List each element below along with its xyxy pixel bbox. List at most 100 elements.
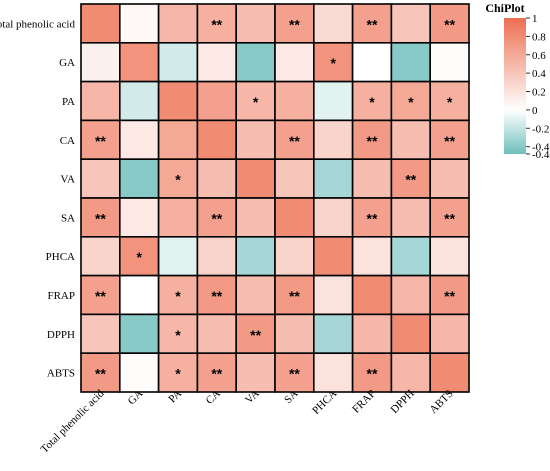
heatmap-cell bbox=[274, 80, 315, 122]
heatmap-cell bbox=[80, 3, 121, 44]
significance-marker: * bbox=[447, 94, 453, 110]
heatmap-cell bbox=[157, 274, 199, 316]
significance-marker: * bbox=[408, 94, 414, 110]
heatmap-cell bbox=[80, 274, 121, 316]
significance-marker: ** bbox=[95, 288, 106, 304]
heatmap-cell bbox=[157, 3, 199, 44]
heatmap-cell bbox=[312, 119, 354, 161]
heatmap-cell bbox=[80, 119, 121, 161]
heatmap-cell bbox=[235, 236, 276, 277]
heatmap-cell bbox=[429, 313, 470, 354]
heatmap-cell bbox=[351, 274, 393, 316]
heatmap-cell bbox=[235, 158, 276, 199]
significance-marker: ** bbox=[211, 210, 222, 226]
colorbar-gradient bbox=[504, 18, 526, 154]
heatmap-cell bbox=[390, 313, 431, 354]
row-label: Total phenolic acid bbox=[0, 18, 75, 30]
heatmap-cell bbox=[312, 274, 354, 316]
significance-marker: * bbox=[369, 94, 375, 110]
heatmap-cell bbox=[80, 80, 121, 122]
significance-marker: * bbox=[175, 327, 181, 343]
heatmap-cell bbox=[196, 41, 237, 83]
row-label: ABTS bbox=[47, 368, 75, 380]
significance-markers: ** ** ** **** * * *** ** ** *** **** ** ** ***** * ** **… bbox=[95, 16, 456, 381]
significance-marker: ** bbox=[444, 133, 455, 149]
heatmap-cell bbox=[351, 313, 393, 354]
heatmap-cell bbox=[390, 80, 431, 122]
colorbar: ChiPlot 1 0.8 0.6 0.4 0.2 0 -0.2 -0.4-0.48 bbox=[485, 1, 550, 161]
heatmap-cell bbox=[390, 41, 431, 83]
significance-marker: * bbox=[253, 94, 259, 110]
heatmap-cell bbox=[312, 3, 354, 44]
column-labels: Total phenolic acid GA PA CA VA SA PHCA FRAP DPP… bbox=[39, 387, 456, 455]
heatmap-cell bbox=[274, 41, 315, 83]
colorbar-title: ChiPlot bbox=[485, 1, 524, 15]
heatmap-cell bbox=[119, 3, 160, 44]
colorbar-tick-label: 0.6 bbox=[532, 50, 546, 62]
heatmap-cell bbox=[119, 236, 160, 277]
heatmap-cell bbox=[196, 236, 237, 277]
heatmap-cell bbox=[312, 158, 354, 199]
heatmap-cell bbox=[80, 352, 121, 393]
row-label: CA bbox=[60, 135, 75, 147]
heatmap-cell bbox=[390, 197, 431, 238]
heatmap-cell bbox=[235, 274, 276, 316]
heatmap-cell bbox=[80, 158, 121, 199]
heatmap-cell bbox=[80, 236, 121, 277]
colorbar-tick-label: 0.2 bbox=[532, 87, 546, 99]
significance-marker: ** bbox=[289, 366, 300, 382]
significance-marker: ** bbox=[367, 210, 378, 226]
significance-marker: * bbox=[175, 366, 181, 382]
significance-marker: ** bbox=[444, 16, 455, 32]
heatmap-cell bbox=[119, 197, 160, 238]
heatmap-cell bbox=[119, 158, 160, 199]
heatmap-cell bbox=[390, 3, 431, 44]
heatmap-cell bbox=[390, 119, 431, 161]
heatmap-cell bbox=[157, 158, 199, 199]
heatmap-cell bbox=[196, 197, 237, 238]
heatmap-cell bbox=[157, 236, 199, 277]
heatmap-cell bbox=[119, 274, 160, 316]
heatmap-cell bbox=[119, 313, 160, 354]
heatmap-cell bbox=[390, 274, 431, 316]
colorbar-tick-label: -0.4 bbox=[532, 142, 550, 154]
heatmap-cell bbox=[390, 352, 431, 393]
heatmap-cell bbox=[235, 352, 276, 393]
significance-marker: ** bbox=[289, 288, 300, 304]
heatmap-cell bbox=[429, 236, 470, 277]
significance-marker: ** bbox=[444, 210, 455, 226]
heatmap-cell bbox=[351, 41, 393, 83]
row-labels: Total phenolic acid GA PA CA VA SA PHCA FRAP DPP… bbox=[0, 18, 75, 379]
colorbar-tick-label: -0.2 bbox=[532, 123, 549, 135]
colorbar-tick-label: 0 bbox=[532, 105, 538, 117]
heatmap-cell bbox=[274, 236, 315, 277]
heatmap-cell bbox=[157, 80, 199, 122]
heatmap-cell bbox=[235, 3, 276, 44]
colorbar-tick-label: 1 bbox=[532, 13, 538, 25]
heatmap-cell bbox=[312, 197, 354, 238]
row-label: DPPH bbox=[47, 329, 75, 341]
significance-marker: ** bbox=[444, 288, 455, 304]
heatmap-cell bbox=[235, 80, 276, 122]
heatmap-cell bbox=[196, 158, 237, 199]
heatmap-cell bbox=[157, 119, 199, 161]
significance-marker: * bbox=[175, 288, 181, 304]
heatmap-cell bbox=[312, 352, 354, 393]
row-label: GA bbox=[59, 57, 75, 69]
significance-marker: ** bbox=[289, 16, 300, 32]
heatmap-cell bbox=[235, 313, 276, 354]
heatmap-cell bbox=[429, 3, 470, 44]
heatmap-cell bbox=[274, 197, 315, 238]
significance-marker: ** bbox=[211, 288, 222, 304]
heatmap-cells bbox=[80, 3, 470, 393]
row-label: FRAP bbox=[47, 290, 75, 302]
significance-marker: ** bbox=[211, 16, 222, 32]
heatmap-cell bbox=[119, 119, 160, 161]
heatmap-cell bbox=[235, 119, 276, 161]
significance-marker: * bbox=[136, 249, 142, 265]
heatmap-cell bbox=[274, 313, 315, 354]
heatmap-cell bbox=[429, 41, 470, 83]
heatmap-cell bbox=[351, 119, 393, 161]
heatmap-cell bbox=[274, 352, 315, 393]
